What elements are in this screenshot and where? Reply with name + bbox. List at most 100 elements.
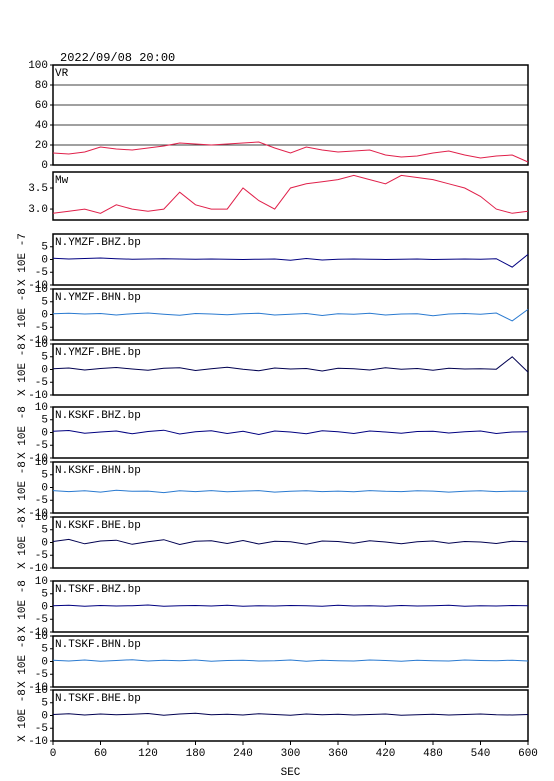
panel-label: N.YMZF.BHE.bp [55,347,141,359]
y-tick-label: -5 [35,267,48,279]
panel-frame [52,406,529,459]
chart-title: 2022/09/08 20:00 [60,51,175,65]
y-tick-label: -5 [35,322,48,334]
y-tick-label: 5 [41,242,48,254]
y-axis-label: X 10E -8 [17,580,29,633]
panel-label: N.KSKF.BHN.bp [55,465,141,477]
trace [52,712,529,716]
trace [52,174,529,214]
y-tick-label: -5 [35,669,48,681]
x-tick-label: 360 [328,748,348,760]
x-tick-label: 0 [50,748,57,760]
trace [52,429,529,436]
y-tick-label: -10 [28,627,48,639]
y-tick-label: -5 [35,377,48,389]
y-tick-label: 60 [35,100,48,112]
y-tick-label: -10 [28,736,48,748]
y-tick-label: 5 [41,525,48,537]
y-axis-label: X 10E -8 [17,516,29,569]
panel-label: N.YMZF.BHZ.bp [55,237,141,249]
y-tick-label: 5 [41,415,48,427]
y-tick-label: -5 [35,550,48,562]
y-axis-label: X 10E -8 [17,461,29,514]
panel-label: N.KSKF.BHZ.bp [55,410,141,422]
y-tick-label: 3.0 [28,204,48,216]
y-tick-label: 80 [35,80,48,92]
y-tick-label: 10 [35,284,48,296]
y-axis-label: X 10E -8 [17,343,29,396]
x-tick-label: 480 [423,748,443,760]
x-axis-label: SEC [281,767,301,779]
trace [52,141,529,163]
y-tick-label: 0 [41,427,48,439]
y-tick-label: -10 [28,453,48,465]
x-tick-label: 180 [186,748,206,760]
panel-frame [52,343,529,396]
panel-label: Mw [55,175,69,187]
panel-frame [52,288,529,341]
trace [52,659,529,662]
y-tick-label: 5 [41,698,48,710]
x-tick-label: 240 [233,748,253,760]
y-tick-label: -5 [35,495,48,507]
y-tick-label: -10 [28,563,48,575]
y-tick-label: -10 [28,682,48,694]
y-axis-label: X 10E -8 [17,406,29,459]
x-tick-label: 420 [376,748,396,760]
x-tick-label: 60 [94,748,107,760]
y-tick-label: 20 [35,140,48,152]
panel-label: N.YMZF.BHN.bp [55,292,141,304]
y-tick-label: 10 [35,339,48,351]
y-tick-label: -5 [35,723,48,735]
x-tick-label: 540 [471,748,491,760]
y-tick-label: 40 [35,120,48,132]
panel-frame [52,171,529,221]
y-tick-label: 0 [41,309,48,321]
y-tick-label: 5 [41,352,48,364]
trace [52,308,529,322]
y-tick-label: 0 [41,601,48,613]
x-tick-label: 120 [138,748,158,760]
y-axis-label: X 10E -8 [17,689,29,742]
panel-frame [52,580,529,633]
y-axis-label: X 10E -7 [17,233,29,286]
y-tick-label: -5 [35,614,48,626]
y-tick-label: -10 [28,335,48,347]
panel-label: N.TSKF.BHN.bp [55,639,141,651]
y-tick-label: 0 [41,364,48,376]
panel-label: N.KSKF.BHE.bp [55,520,141,532]
y-tick-label: 100 [28,60,48,72]
y-tick-label: 3.5 [28,183,48,195]
panel-label: N.TSKF.BHE.bp [55,693,141,705]
panel-frame [52,64,529,166]
y-tick-label: -10 [28,508,48,520]
y-tick-label: 10 [35,576,48,588]
x-tick-label: 600 [518,748,538,760]
x-tick-label: 300 [281,748,301,760]
panel-frame [52,635,529,688]
y-tick-label: 10 [35,512,48,524]
y-tick-label: 5 [41,589,48,601]
y-tick-label: 0 [41,537,48,549]
y-tick-label: 0 [41,482,48,494]
y-tick-label: 5 [41,470,48,482]
y-tick-label: 5 [41,644,48,656]
y-tick-label: 0 [41,160,48,172]
panel-frame [52,233,529,286]
y-tick-label: -10 [28,390,48,402]
y-tick-label: -5 [35,440,48,452]
y-tick-label: 0 [41,656,48,668]
y-tick-label: 10 [35,457,48,469]
y-axis-label: X 10E -8 [17,635,29,688]
trace [52,489,529,494]
y-tick-label: 0 [41,254,48,266]
y-tick-label: 10 [35,631,48,643]
y-axis-label: X 10E -8 [17,288,29,341]
panel-label: VR [55,68,69,80]
y-tick-label: 0 [41,710,48,722]
panel-frame [52,516,529,569]
y-tick-label: 5 [41,297,48,309]
trace [52,356,529,373]
y-tick-label: -10 [28,280,48,292]
